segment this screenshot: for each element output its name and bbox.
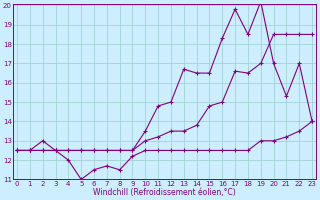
- X-axis label: Windchill (Refroidissement éolien,°C): Windchill (Refroidissement éolien,°C): [93, 188, 236, 197]
